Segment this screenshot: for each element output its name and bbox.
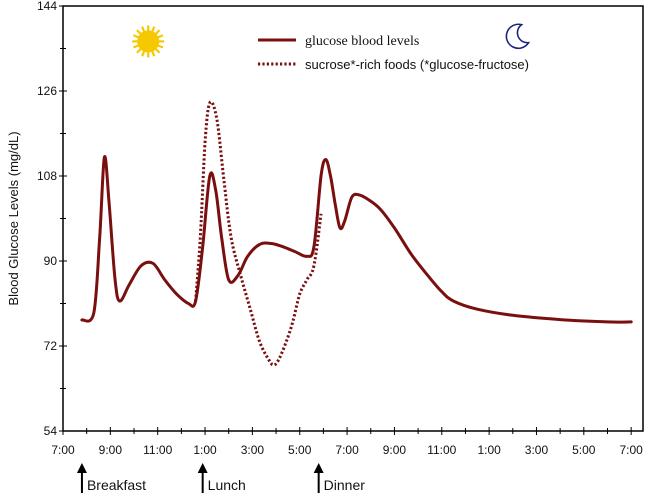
y-tick-label: 54 — [44, 424, 58, 438]
x-tick-label: 5:00 — [288, 443, 312, 457]
sun-ray — [154, 29, 161, 36]
y-tick-label: 144 — [37, 0, 57, 13]
x-tick-label: 9:00 — [99, 443, 123, 457]
sun-icon — [132, 25, 165, 58]
x-tick-label: 5:00 — [572, 443, 596, 457]
y-tick-label: 108 — [37, 169, 57, 183]
moon-crescent — [505, 23, 531, 50]
meal-annotations: Breakfast Lunch Dinner — [76, 463, 366, 493]
sun-disc — [137, 30, 160, 53]
meal-label: Lunch — [208, 477, 246, 493]
sun-ray — [151, 50, 156, 57]
series-line-sucrose — [194, 100, 323, 367]
x-tick-label: 3:00 — [241, 443, 265, 457]
y-tick-label: 90 — [44, 254, 58, 268]
meal-arrow-head — [197, 463, 208, 473]
x-tick-label: 7:00 — [619, 443, 643, 457]
y-tick-label: 126 — [37, 84, 57, 98]
x-tick-label: 1:00 — [477, 443, 501, 457]
sun-ray — [154, 47, 161, 54]
x-axis-ticks: 7:00 9:00 11:00 1:00 3:00 5:00 7:00 9:00 11:00 1:… — [51, 427, 643, 457]
meal-lunch: Lunch — [197, 463, 246, 493]
y-tick-label: 72 — [44, 339, 58, 353]
y-axis-ticks: 54 72 90 108 126 144 — [37, 0, 67, 438]
x-tick-label: 1:00 — [193, 443, 217, 457]
x-tick-label: 11:00 — [143, 443, 172, 457]
legend-label-sucrose: sucrose*-rich foods (*glucose-fructose) — [305, 57, 529, 72]
series-line-glucose — [80, 155, 633, 324]
meal-arrow-head — [76, 463, 87, 473]
moon-icon — [505, 23, 531, 50]
meal-label: Dinner — [324, 477, 366, 493]
x-tick-label: 7:00 — [51, 443, 75, 457]
meal-arrow-head — [313, 463, 324, 473]
meal-breakfast: Breakfast — [76, 463, 146, 493]
sun-ray — [151, 26, 156, 33]
x-tick-label: 7:00 — [335, 443, 359, 457]
x-tick-label: 9:00 — [383, 443, 407, 457]
x-tick-label: 3:00 — [525, 443, 549, 457]
icon-layer — [132, 23, 531, 58]
meal-label: Breakfast — [87, 477, 146, 493]
meal-dinner: Dinner — [313, 463, 366, 493]
y-axis-title: Blood Glucose Levels (mg/dL) — [6, 131, 21, 305]
legend: glucose blood levels sucrose*-rich foods … — [258, 34, 529, 72]
x-tick-label: 11:00 — [427, 443, 456, 457]
sun-ray — [141, 26, 146, 33]
legend-label-glucose: glucose blood levels — [305, 34, 419, 49]
series-layer — [80, 100, 633, 367]
